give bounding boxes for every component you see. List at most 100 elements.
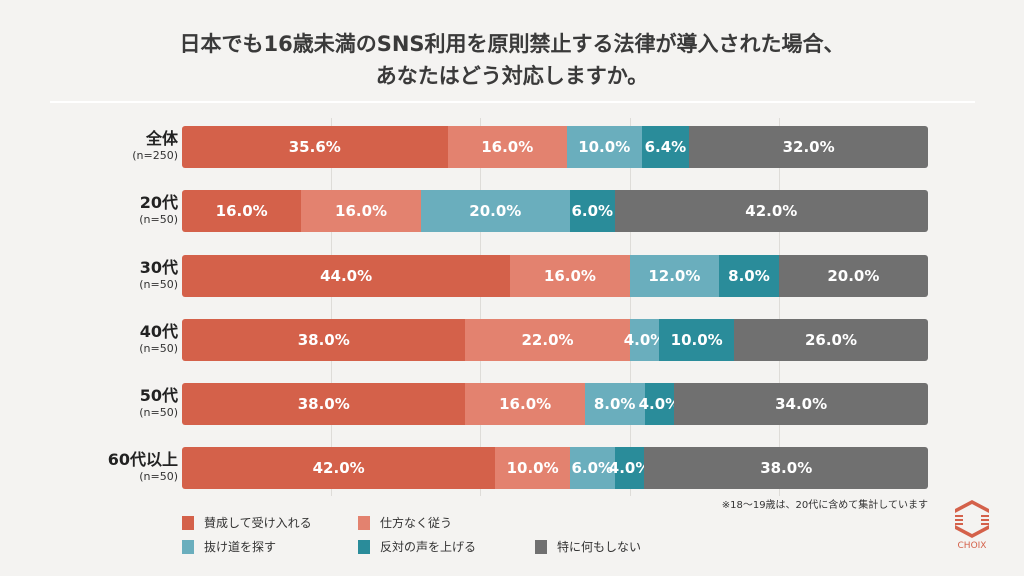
bar-segment: 38.0% <box>182 319 466 361</box>
bar-segment: 6.4% <box>641 126 690 168</box>
category-label: 50代 (n=50) <box>60 386 178 420</box>
data-label: 16.0% <box>335 202 388 220</box>
data-label: 26.0% <box>804 331 857 349</box>
category-label: 60代以上 (n=50) <box>60 450 178 484</box>
bar-row: 16.0% 16.0% 20.0% 6.0% 42.0% <box>182 190 928 232</box>
bar-segment: 16.0% <box>447 126 567 168</box>
title-line-1: 日本でも16歳未満のSNS利用を原則禁止する法律が導入された場合、 <box>179 32 845 56</box>
data-label: 10.0% <box>578 138 631 156</box>
data-label: 16.0% <box>499 395 552 413</box>
chart-title: 日本でも16歳未満のSNS利用を原則禁止する法律が導入された場合、 あなたはどう… <box>0 28 1024 92</box>
data-label: 32.0% <box>782 138 835 156</box>
bar-segment: 16.0% <box>465 383 585 425</box>
legend-swatch <box>182 539 194 554</box>
bar-segment: 42.0% <box>614 190 928 232</box>
legend-item: 仕方なく従う <box>358 514 452 531</box>
sample-size: (n=50) <box>139 342 178 355</box>
data-label: 4.0% <box>608 459 651 477</box>
bar-segment: 26.0% <box>734 319 928 361</box>
data-label: 34.0% <box>775 395 828 413</box>
bar-segment: 4.0% <box>624 319 665 361</box>
legend-swatch <box>358 539 370 554</box>
data-label: 44.0% <box>320 267 373 285</box>
data-label: 20.0% <box>827 267 880 285</box>
bar-segment: 32.0% <box>689 126 928 168</box>
legend-item: 賛成して受け入れる <box>182 514 312 531</box>
bar-segment: 6.0% <box>569 190 615 232</box>
bar-segment: 35.6% <box>182 126 448 168</box>
legend-swatch <box>182 515 194 530</box>
bar-row: 38.0% 16.0% 8.0% 4.0% 34.0% <box>182 383 928 425</box>
title-line-2: あなたはどう対応しますか。 <box>375 64 649 88</box>
sample-size: (n=50) <box>139 278 178 291</box>
bar-row: 38.0% 22.0% 4.0% 10.0% 26.0% <box>182 319 928 361</box>
sample-size: (n=50) <box>139 470 178 483</box>
bar-segment: 38.0% <box>644 447 928 489</box>
bar-segment: 16.0% <box>182 190 302 232</box>
title-divider <box>50 101 975 103</box>
choix-logo: CHOIX <box>952 500 992 551</box>
data-label: 20.0% <box>469 202 522 220</box>
legend-item: 反対の声を上げる <box>358 538 476 555</box>
bar-segment: 16.0% <box>301 190 421 232</box>
bar-segment: 44.0% <box>182 255 511 297</box>
sample-size: (n=50) <box>139 213 178 226</box>
data-label: 38.0% <box>297 331 350 349</box>
data-label: 16.0% <box>215 202 268 220</box>
category-name: 30代 <box>139 258 178 277</box>
bar-segment: 16.0% <box>510 255 630 297</box>
data-label: 10.0% <box>506 459 559 477</box>
category-name: 20代 <box>139 193 178 212</box>
category-name: 60代以上 <box>107 450 178 469</box>
legend-item: 特に何もしない <box>535 538 641 555</box>
legend-label: 特に何もしない <box>557 540 642 554</box>
legend-swatch <box>358 515 370 530</box>
data-label: 22.0% <box>521 331 574 349</box>
data-label: 6.0% <box>571 202 614 220</box>
sample-size: (n=250) <box>132 149 178 162</box>
gridline <box>778 118 780 496</box>
gridline <box>480 118 482 496</box>
legend-swatch <box>535 539 547 554</box>
bar-segment: 38.0% <box>182 383 466 425</box>
category-label: 全体 (n=250) <box>60 129 178 163</box>
bar-row: 42.0% 10.0% 6.0% 4.0% 38.0% <box>182 447 928 489</box>
data-label: 38.0% <box>760 459 813 477</box>
category-label: 20代 (n=50) <box>60 193 178 227</box>
bar-segment: 10.0% <box>659 319 734 361</box>
bar-row: 44.0% 16.0% 12.0% 8.0% 20.0% <box>182 255 928 297</box>
data-label: 16.0% <box>543 267 596 285</box>
bar-segment: 22.0% <box>465 319 630 361</box>
data-label: 42.0% <box>312 459 365 477</box>
data-label: 4.0% <box>623 331 666 349</box>
footnote: ※18〜19歳は、20代に含めて集計しています <box>721 500 928 511</box>
bar-segment: 4.0% <box>639 383 680 425</box>
bar-segment: 8.0% <box>719 255 779 297</box>
category-name: 全体 <box>145 129 178 148</box>
data-label: 8.0% <box>593 395 636 413</box>
gridline <box>629 118 631 496</box>
data-label: 12.0% <box>648 267 701 285</box>
bar-segment: 12.0% <box>629 255 720 297</box>
bar-segment: 20.0% <box>420 190 570 232</box>
category-name: 40代 <box>139 322 178 341</box>
sample-size: (n=50) <box>139 406 178 419</box>
data-label: 42.0% <box>745 202 798 220</box>
data-label: 4.0% <box>638 395 681 413</box>
bar-segment: 20.0% <box>778 255 928 297</box>
bar-segment: 8.0% <box>584 383 645 425</box>
bar-segment: 42.0% <box>182 447 496 489</box>
legend-label: 賛成して受け入れる <box>204 516 312 530</box>
legend-label: 仕方なく従う <box>380 516 453 530</box>
data-label: 8.0% <box>728 267 770 285</box>
bar-segment: 10.0% <box>495 447 570 489</box>
bar-row: 35.6% 16.0% 10.0% 6.4% 32.0% <box>182 126 928 168</box>
category-label: 30代 (n=50) <box>60 258 178 292</box>
bar-segment: 6.0% <box>569 447 615 489</box>
bar-segment: 34.0% <box>674 383 928 425</box>
data-label: 16.0% <box>481 138 534 156</box>
category-label: 40代 (n=50) <box>60 322 178 356</box>
data-label: 35.6% <box>288 138 341 156</box>
legend-item: 抜け道を探す <box>182 538 276 555</box>
data-label: 10.0% <box>670 331 723 349</box>
